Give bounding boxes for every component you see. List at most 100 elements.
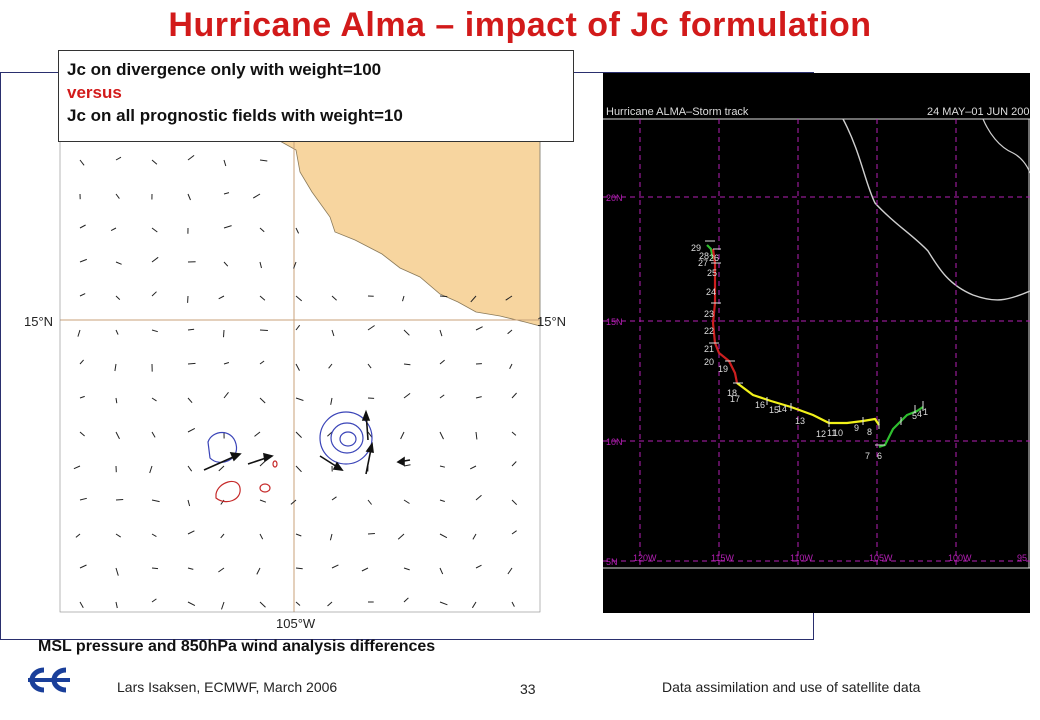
wind-vector: [114, 363, 117, 372]
wind-vector: [403, 464, 411, 467]
wind-vector: [79, 224, 86, 229]
lat-label-left: 15°N: [24, 314, 53, 329]
wind-vector: [223, 159, 227, 167]
wind-vector: [295, 363, 300, 371]
lon-95w: 95: [1017, 553, 1027, 563]
wind-vector: [79, 431, 85, 437]
wind-vector: [439, 329, 443, 337]
wind-vector: [220, 499, 225, 505]
wind-vector: [151, 567, 159, 570]
wind-vector: [79, 601, 84, 608]
wind-vector: [328, 363, 333, 369]
wind-vector: [367, 499, 372, 505]
svg-text:11: 11: [827, 428, 836, 438]
wind-vector: [295, 465, 302, 473]
lat-label-right: 15°N: [537, 314, 566, 329]
svg-text:5: 5: [912, 411, 917, 421]
track-dates: 24 MAY–01 JUN 2002: [927, 106, 1030, 118]
wind-vector: [223, 261, 229, 267]
wind-vector: [259, 499, 267, 503]
svg-text:23: 23: [704, 309, 714, 319]
lat-20n: 20N: [606, 193, 623, 203]
wind-vector: [507, 329, 513, 335]
wind-vector: [327, 431, 333, 437]
wind-vector: [330, 397, 333, 405]
wind-vector: [509, 363, 513, 370]
wind-vector: [439, 465, 446, 468]
wind-vector: [187, 530, 195, 535]
wind-vector: [187, 427, 196, 433]
callout-line-3: Jc on all prognostic fields with weight=…: [67, 106, 403, 125]
wind-vector: [331, 564, 339, 569]
wind-vector: [439, 499, 445, 502]
wind-vector: [187, 155, 195, 161]
wind-vector: [475, 494, 482, 501]
wind-vector: [475, 396, 482, 399]
svg-text:16: 16: [755, 400, 765, 410]
wind-vector: [511, 499, 518, 506]
wind-vector: [295, 397, 304, 401]
wind-vector: [403, 597, 409, 603]
svg-text:27: 27: [698, 258, 708, 268]
wind-vector: [470, 295, 477, 303]
wind-vector: [439, 431, 444, 440]
footer-course: Data assimilation and use of satellite d…: [662, 679, 921, 695]
wind-vector: [295, 601, 301, 606]
lon-120w: 120W: [633, 553, 657, 563]
wind-vector: [367, 533, 375, 535]
wind-vector: [471, 601, 477, 609]
svg-text:10: 10: [833, 428, 843, 438]
wind-vector: [79, 497, 87, 501]
wind-vector: [252, 193, 261, 199]
wind-vector: [115, 329, 119, 335]
wind-vector: [115, 499, 124, 501]
land-patch-top: [440, 140, 470, 162]
svg-text:12: 12: [816, 429, 826, 439]
comparison-callout: Jc on divergence only with weight=100 ve…: [58, 50, 574, 142]
wind-vector: [187, 465, 193, 472]
wind-vector: [115, 431, 120, 440]
svg-text:7: 7: [865, 451, 870, 461]
wind-vector: [223, 192, 230, 195]
wind-vector: [151, 431, 156, 438]
wind-vector: [290, 499, 297, 505]
wind-vector: [439, 567, 444, 575]
footer-author: Lars Isaksen, ECMWF, March 2006: [117, 679, 338, 695]
wind-vector: [151, 227, 158, 233]
track-title: Hurricane ALMA–Storm track: [606, 106, 749, 118]
wind-vector: [403, 499, 410, 504]
lat-10n: 10N: [606, 437, 623, 447]
strong-wind-arrows: [203, 409, 411, 475]
wind-vector: [187, 328, 195, 331]
svg-text:21: 21: [704, 344, 714, 354]
wind-vector: [403, 329, 410, 336]
wind-vector: [151, 291, 157, 297]
wind-vector: [115, 156, 122, 161]
wind-vector: [259, 533, 264, 540]
lat-5n: 5N: [606, 557, 618, 567]
footer-page-number: 33: [520, 681, 536, 697]
wind-vector: [295, 295, 303, 302]
wind-vector: [218, 465, 225, 472]
wind-vector: [115, 261, 122, 265]
wind-vector: [361, 567, 369, 572]
wind-vector: [218, 295, 225, 300]
wind-vector: [475, 431, 478, 440]
wind-vector: [115, 295, 121, 300]
wind-vector: [469, 465, 477, 470]
mexico-land: [276, 139, 541, 327]
wind-vector: [73, 465, 81, 470]
wind-vector: [403, 363, 411, 366]
wind-vector: [259, 159, 268, 162]
callout-line-2: versus: [67, 83, 122, 102]
wind-vector: [259, 295, 266, 301]
wind-vector: [77, 329, 81, 337]
wind-vector: [187, 499, 191, 507]
wind-vector: [511, 392, 517, 399]
wind-vector: [329, 533, 333, 541]
lon-label-bottom: 105°W: [276, 616, 316, 631]
wind-vector: [439, 394, 445, 399]
wind-vector: [151, 598, 157, 603]
svg-text:24: 24: [706, 287, 716, 297]
wind-vector: [439, 601, 448, 606]
